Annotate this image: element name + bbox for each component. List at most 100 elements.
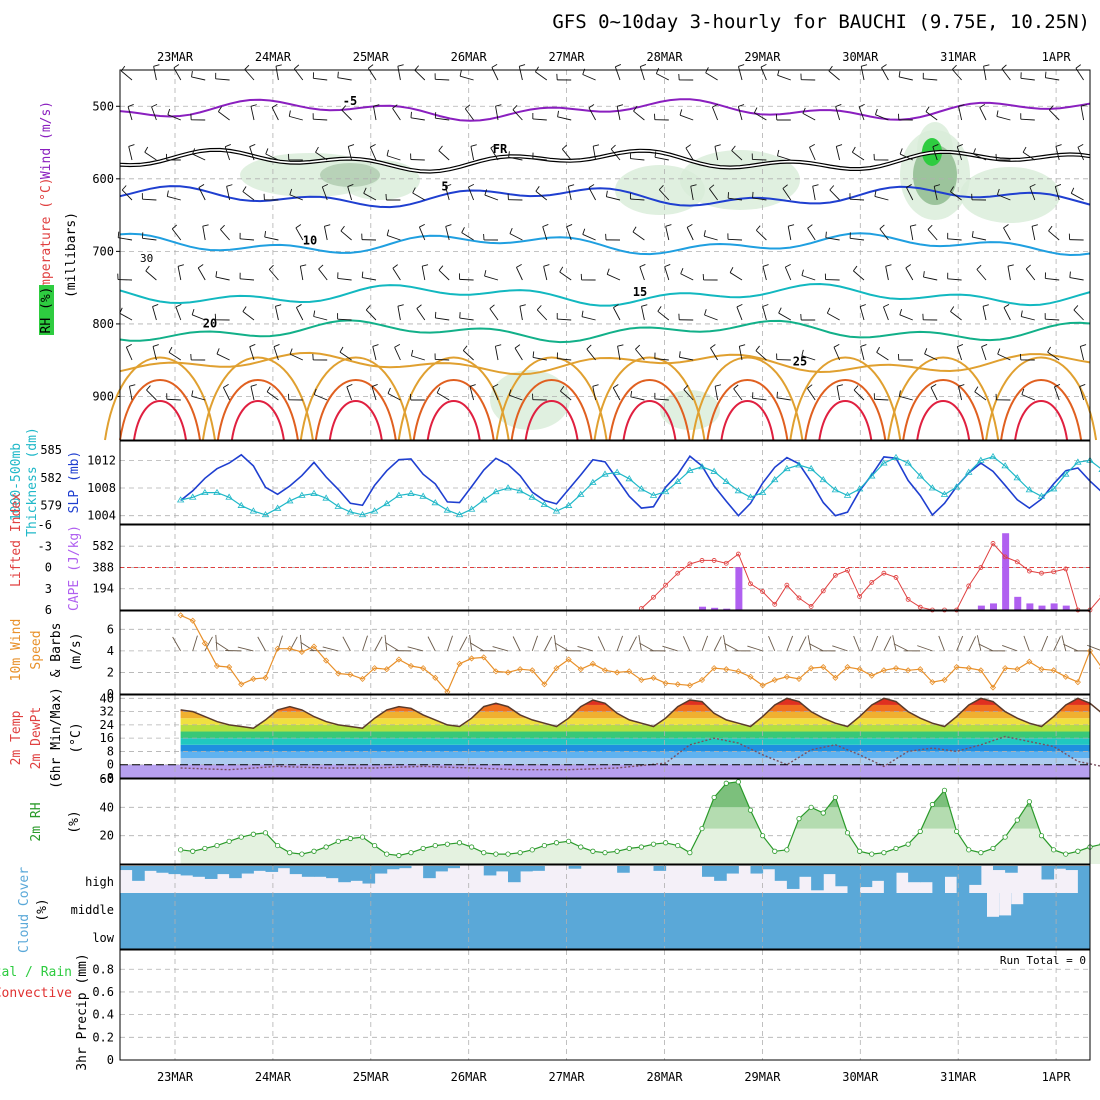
wind10-point — [553, 665, 560, 672]
wind-barb — [361, 271, 364, 278]
wind-barb — [858, 103, 865, 108]
wind10-barb — [469, 642, 484, 652]
wind10-barb — [257, 636, 266, 652]
thickness-point — [661, 487, 670, 495]
wind10-point — [977, 667, 984, 674]
wind-barb — [972, 148, 976, 155]
cloud-high-bar — [168, 866, 182, 875]
pressure-tick: 500 — [92, 99, 114, 113]
wind-barb — [782, 188, 792, 201]
wind10-point — [880, 667, 887, 674]
wind-barb — [712, 103, 719, 108]
rh2m-point — [408, 850, 414, 856]
wind-barb — [685, 147, 694, 161]
wind-barb — [508, 156, 523, 161]
wind10-point — [383, 666, 390, 673]
rh-tick: 40 — [100, 800, 114, 814]
wind-barb — [1079, 346, 1085, 361]
wind-barb — [752, 397, 767, 401]
wind10-point — [577, 666, 584, 673]
wind-barb — [264, 236, 279, 241]
wind10-barb — [512, 636, 521, 652]
wind-barb — [849, 198, 865, 201]
wind-barb — [1049, 109, 1060, 121]
cloud-high-bar — [1005, 866, 1018, 873]
thickness-point — [1037, 492, 1046, 499]
wind-barb — [532, 351, 535, 358]
wind-barb — [828, 70, 840, 81]
cloud-high-bar — [750, 866, 764, 874]
wind-barb — [421, 266, 426, 281]
wind-barb — [146, 385, 151, 391]
wind-barb — [605, 190, 608, 197]
wind-barb — [168, 346, 173, 353]
thickness-point — [855, 485, 864, 492]
wind-barb — [802, 112, 816, 121]
wind-barb — [950, 191, 962, 201]
top-date-label: 23MAR — [157, 50, 194, 64]
temp2m-frame — [119, 694, 1091, 779]
wind-barb — [346, 386, 353, 401]
wind-barb — [242, 311, 255, 321]
wind10m-frame — [119, 610, 1091, 695]
wind-barb — [807, 228, 816, 241]
wind-barb — [680, 273, 694, 281]
wind-barb — [1021, 316, 1035, 321]
thickness-point — [613, 468, 621, 475]
wind-barb — [833, 346, 841, 361]
wind-barb — [557, 358, 572, 361]
thickness-point — [916, 472, 924, 479]
thickness-point — [1049, 485, 1058, 492]
wind-barb — [445, 186, 450, 201]
cloud-high-bar — [702, 866, 715, 877]
wind-barb — [460, 75, 474, 81]
warm-contour — [230, 400, 285, 441]
cloud-level-label: middle — [71, 903, 114, 917]
wind-barb — [240, 278, 255, 281]
wind-barb — [313, 388, 317, 395]
li-point — [820, 588, 826, 594]
wind-barb — [559, 266, 564, 273]
wind10m-label-3: & Barbs — [49, 623, 64, 678]
wind-barb — [125, 347, 133, 361]
wind-barb — [582, 74, 596, 81]
wind-barb — [1055, 144, 1062, 147]
warm-contour — [314, 379, 397, 441]
wind10-barb — [385, 642, 400, 652]
wind10-point — [541, 681, 548, 688]
thickness-point — [492, 487, 500, 495]
wind-barb — [979, 107, 987, 121]
wind-barb — [220, 224, 225, 230]
wind-barb — [532, 158, 547, 161]
cloud-high-bar — [338, 866, 351, 883]
thickness-slp-frame — [119, 440, 1091, 525]
wind10-point — [614, 669, 621, 676]
thickness-point — [831, 486, 840, 493]
warm-contour — [412, 379, 495, 441]
wind-barb — [827, 312, 840, 321]
wind-barb — [1080, 106, 1085, 121]
wind-barb — [679, 356, 694, 361]
thickness-point — [577, 490, 585, 497]
wind-barb — [875, 108, 878, 115]
wind-barb — [268, 264, 274, 270]
wind-barb — [560, 390, 572, 401]
wind-barb — [151, 106, 157, 121]
isotherm-label: FR — [493, 142, 508, 156]
thickness-point — [746, 493, 755, 500]
rh2m-point — [1063, 851, 1069, 857]
rh2m-point — [420, 845, 426, 852]
thickness-point — [176, 496, 185, 503]
wind-barb — [121, 185, 127, 191]
rh2m-point — [844, 830, 851, 836]
wind-barb — [981, 344, 988, 348]
rh2m-point — [820, 810, 826, 816]
cloud-high-bar — [835, 866, 848, 887]
wind-barb — [899, 314, 913, 321]
li-point — [711, 558, 717, 563]
warm-contour — [397, 356, 510, 441]
wind-barb — [416, 304, 422, 309]
rh2m-point — [202, 845, 208, 852]
li-point — [893, 575, 899, 580]
